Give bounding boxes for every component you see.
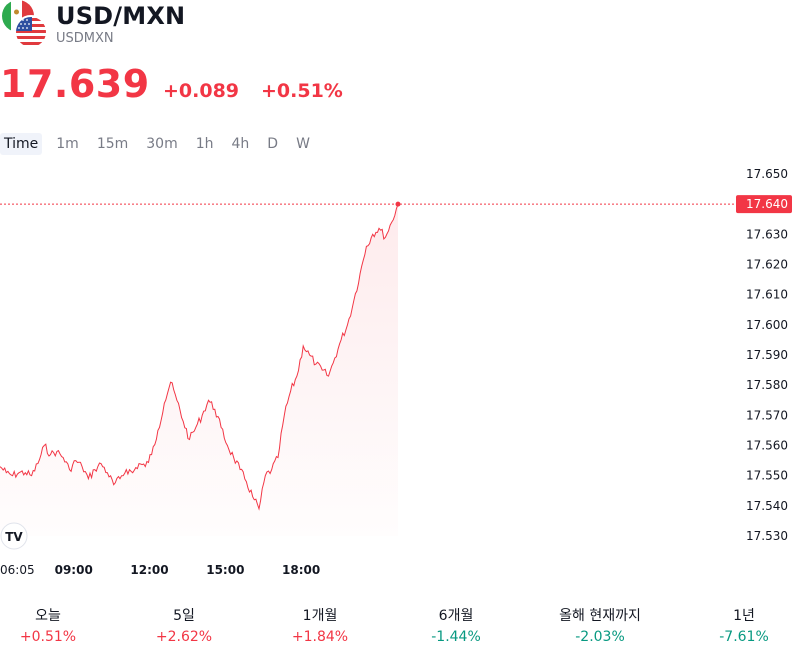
- y-tick-label: 17.620: [746, 258, 788, 272]
- perf-value: +1.84%: [291, 629, 349, 645]
- price-change-percent: +0.51%: [261, 80, 343, 102]
- y-tick-label: 17.590: [746, 348, 788, 362]
- perf-value: -1.44%: [431, 629, 481, 645]
- y-tick-label: 17.530: [746, 529, 788, 543]
- perf-today[interactable]: 오늘 +0.51%: [0, 605, 108, 647]
- perf-label: 올해 현재까지: [559, 608, 641, 624]
- tab-d[interactable]: D: [267, 136, 279, 152]
- interval-tabs: Time 1m 15m 30m 1h 4h D W: [0, 131, 324, 157]
- y-tick-label: 17.630: [746, 227, 788, 241]
- y-tick-label: 17.570: [746, 408, 788, 422]
- x-tick-label: 06:05: [0, 563, 35, 577]
- tab-4h[interactable]: 4h: [231, 136, 250, 152]
- symbol-title: USD/MXN: [56, 2, 186, 30]
- y-tick-label: 17.580: [746, 378, 788, 392]
- tab-30m[interactable]: 30m: [146, 136, 178, 152]
- chart-canvas[interactable]: 17.650 17.640 17.630 17.620 17.610 17.600 17.5…: [0, 160, 800, 590]
- x-tick-label: 12:00: [130, 563, 168, 577]
- last-price-badge: [736, 195, 792, 214]
- perf-label: 오늘: [35, 608, 61, 624]
- price-line: [0, 204, 399, 511]
- perf-5d[interactable]: 5일 +2.62%: [124, 605, 244, 647]
- tradingview-logo-text: TV: [5, 530, 23, 544]
- y-tick-label: 17.600: [746, 318, 788, 332]
- symbol-header: USD/MXN USDMXN: [0, 0, 800, 60]
- last-price-dot: [395, 201, 401, 207]
- currency-flags: [0, 0, 50, 50]
- perf-label: 5일: [173, 608, 195, 624]
- y-tick-label: 17.540: [746, 499, 788, 513]
- last-price: 17.639: [0, 62, 150, 106]
- perf-value: +0.51%: [19, 629, 77, 645]
- perf-label: 6개월: [438, 608, 474, 624]
- perf-value: -7.61%: [719, 629, 769, 645]
- tab-1h[interactable]: 1h: [195, 136, 214, 152]
- tab-1m[interactable]: 1m: [56, 136, 79, 152]
- x-tick-label: 18:00: [282, 563, 320, 577]
- price-area-fill: [0, 204, 398, 536]
- last-price-badge-label: 17.640: [746, 197, 788, 211]
- y-tick-label: 17.550: [746, 469, 788, 483]
- y-tick-label: 17.650: [746, 167, 788, 181]
- quote-block: 17.639 +0.089 +0.51%: [0, 62, 800, 112]
- price-change: +0.089: [163, 80, 240, 102]
- performance-row: 오늘 +0.51% 5일 +2.62% 1개월 +1.84% 6개월 -1.44…: [0, 605, 800, 655]
- symbol-ticker: USDMXN: [56, 31, 114, 46]
- perf-label: 1년: [733, 608, 755, 624]
- perf-ytd[interactable]: 올해 현재까지 -2.03%: [540, 605, 660, 647]
- price-chart[interactable]: 17.650 17.640 17.630 17.620 17.610 17.600 17.5…: [0, 160, 800, 590]
- usa-flag-icon: [14, 15, 48, 49]
- perf-value: -2.03%: [575, 629, 625, 645]
- perf-6m[interactable]: 6개월 -1.44%: [396, 605, 516, 647]
- y-tick-label: 17.560: [746, 439, 788, 453]
- x-tick-label: 15:00: [206, 563, 244, 577]
- perf-value: +2.62%: [155, 629, 213, 645]
- y-tick-label: 17.610: [746, 288, 788, 302]
- x-tick-label: 09:00: [55, 563, 93, 577]
- perf-1y[interactable]: 1년 -7.61%: [684, 605, 800, 647]
- perf-label: 1개월: [302, 608, 338, 624]
- tab-w[interactable]: W: [296, 136, 310, 152]
- tab-15m[interactable]: 15m: [96, 136, 129, 152]
- perf-1m[interactable]: 1개월 +1.84%: [260, 605, 380, 647]
- tradingview-logo-icon[interactable]: [0, 522, 28, 550]
- tab-time[interactable]: Time: [0, 133, 43, 155]
